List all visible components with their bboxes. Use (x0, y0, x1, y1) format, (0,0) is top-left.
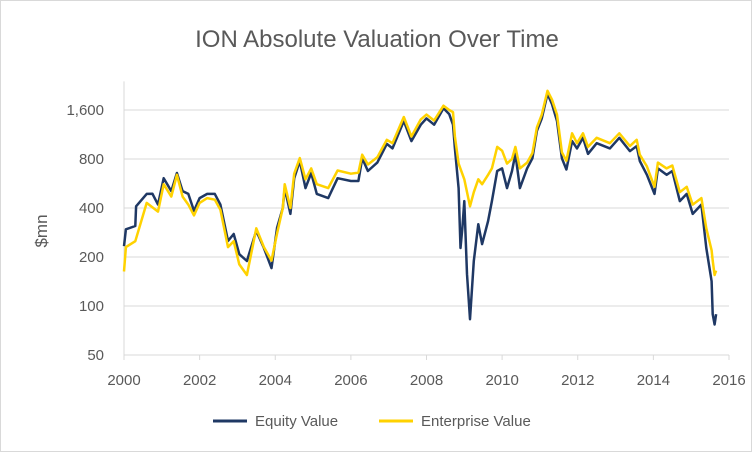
legend-label-equity-value: Equity Value (255, 413, 338, 430)
x-tick-label: 2002 (183, 372, 216, 389)
y-tick-label: 100 (79, 298, 104, 315)
legend-label-enterprise-value: Enterprise Value (421, 413, 531, 430)
series-line-equity-value (122, 92, 718, 326)
x-tick-label: 2012 (561, 372, 594, 389)
legend: Equity Value Enterprise Value (213, 413, 531, 430)
x-axis-ticks: 2000 2002 2004 2006 2008 2010 2012 2014 2016 (107, 355, 746, 389)
y-tick-label: 1,600 (66, 102, 104, 119)
x-tick-label: 2010 (485, 372, 518, 389)
series-line-enterprise-value (122, 89, 718, 277)
gridlines (123, 81, 729, 356)
x-tick-label: 2016 (712, 372, 745, 389)
series-lines (122, 89, 718, 326)
y-axis-ticks: 50 100 200 400 800 1,600 (66, 102, 104, 364)
y-tick-label: 50 (87, 347, 104, 364)
x-tick-label: 2008 (410, 372, 443, 389)
x-tick-label: 2004 (259, 372, 292, 389)
y-tick-label: 200 (79, 249, 104, 266)
x-tick-label: 2014 (637, 372, 670, 389)
x-tick-label: 2006 (334, 372, 367, 389)
y-axis-label: $mn (32, 214, 51, 247)
x-tick-label: 2000 (107, 372, 140, 389)
y-tick-label: 400 (79, 200, 104, 217)
y-tick-label: 800 (79, 151, 104, 168)
chart-title: ION Absolute Valuation Over Time (195, 26, 559, 53)
